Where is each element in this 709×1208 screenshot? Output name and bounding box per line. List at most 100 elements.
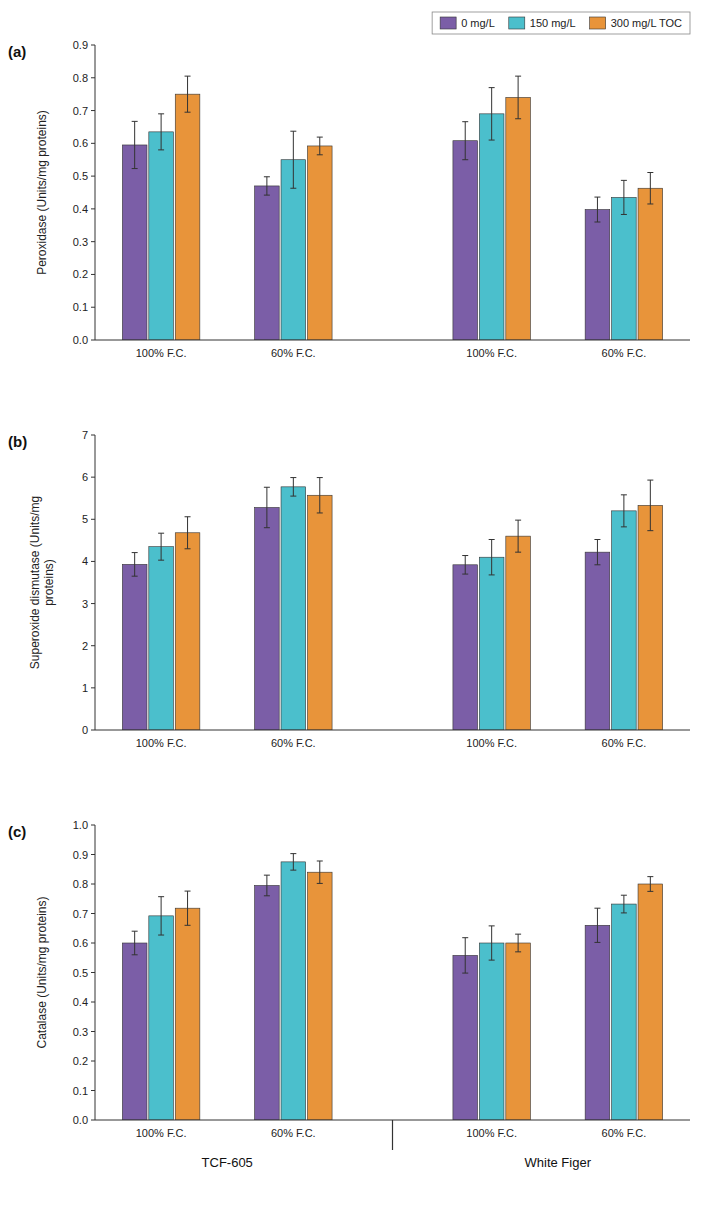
error-bar [158, 897, 164, 935]
error-bar [290, 478, 296, 497]
y-tick [91, 1002, 95, 1003]
x-tick-label: 100% F.C. [466, 1127, 517, 1139]
legend-swatch [509, 17, 525, 29]
x-tick-label: 60% F.C. [602, 737, 647, 749]
y-tick-label: 0.3 [73, 236, 88, 248]
plot-area [122, 854, 662, 1120]
figure: 0.0 0.1 0.2 0.3 0.4 0.5 0.6 0.7 0.8 0.9 100% F.C. 6… [0, 0, 709, 1208]
bar [175, 533, 200, 730]
error-bar [594, 540, 600, 565]
y-tick [91, 943, 95, 944]
y-tick-label: 2 [82, 640, 88, 652]
error-bar [317, 861, 323, 883]
bar [479, 943, 504, 1120]
y-tick-label: 0.5 [73, 170, 88, 182]
x-tick-label: 100% F.C. [466, 737, 517, 749]
legend-label: 300 mg/L TOC [611, 17, 682, 29]
bar [255, 507, 280, 730]
error-bar [264, 875, 270, 896]
error-bar [647, 173, 653, 204]
bar [281, 487, 306, 730]
y-tick-label: 0.1 [73, 1085, 88, 1097]
bar [585, 925, 610, 1120]
y-tick [91, 176, 95, 177]
y-tick [91, 274, 95, 275]
y-tick [91, 307, 95, 308]
y-tick [91, 972, 95, 973]
x-tick-label: 60% F.C. [271, 347, 316, 359]
y-tick [91, 110, 95, 111]
x-axis [95, 340, 690, 341]
y-tick [91, 241, 95, 242]
bar [453, 141, 478, 340]
x-tick-label: 100% F.C. [466, 347, 517, 359]
error-bar [185, 517, 191, 549]
y-tick [91, 1090, 95, 1091]
x-tick-label: 100% F.C. [136, 347, 187, 359]
panel: 01234567100% F.C.60% F.C.100% F.C.60% F.… [8, 429, 690, 749]
error-bar [621, 180, 627, 214]
y-tick [91, 687, 95, 688]
y-tick-label: 0.6 [73, 937, 88, 949]
y-tick-label: 0.0 [73, 1114, 88, 1126]
bar [612, 197, 637, 340]
y-tick [91, 1031, 95, 1032]
y-tick-label: 3 [82, 598, 88, 610]
legend-swatch [440, 17, 456, 29]
x-tick-label: 60% F.C. [602, 1127, 647, 1139]
y-tick-label: 0.2 [73, 268, 88, 280]
error-bar [185, 891, 191, 925]
bar [612, 904, 637, 1120]
y-tick-label: 4 [82, 555, 88, 567]
y-tick-label: 0.7 [73, 908, 88, 920]
error-bar [132, 121, 138, 168]
bar [585, 210, 610, 340]
y-tick-label: 0.9 [73, 849, 88, 861]
bar [453, 955, 478, 1120]
x-tick-label: 100% F.C. [136, 737, 187, 749]
y-tick [91, 77, 95, 78]
error-bar [317, 478, 323, 513]
legend: 0 mg/L150 mg/L300 mg/L TOC [432, 12, 690, 34]
y-axis [95, 45, 96, 340]
error-bar [264, 487, 270, 527]
group-separator [392, 1120, 393, 1150]
group-label: TCF-605 [202, 1155, 253, 1170]
y-tick-label: 0.8 [73, 72, 88, 84]
bar [638, 505, 663, 730]
error-bar [621, 895, 627, 913]
bar [255, 186, 280, 340]
error-bar [132, 553, 138, 577]
bar [479, 557, 504, 730]
error-bar [489, 926, 495, 960]
y-axis [95, 435, 96, 730]
y-tick-label: 0.9 [73, 39, 88, 51]
x-axis [95, 730, 690, 731]
bar [175, 908, 200, 1120]
y-tick-label: 6 [82, 471, 88, 483]
y-tick-label: 0.2 [73, 1055, 88, 1067]
group-label: White Figer [525, 1155, 592, 1170]
bar [638, 188, 663, 340]
y-tick [91, 477, 95, 478]
error-bar [594, 197, 600, 222]
bar [453, 565, 478, 730]
bar [122, 145, 147, 340]
bar [281, 862, 306, 1120]
bar [506, 97, 531, 340]
error-bar [594, 908, 600, 942]
panel: 0.00.10.20.30.40.50.60.70.80.91.0100% F.… [8, 819, 690, 1170]
bar [255, 885, 280, 1120]
y-tick [91, 561, 95, 562]
error-bar [158, 114, 164, 150]
bar [122, 564, 147, 730]
legend-frame [432, 12, 690, 34]
y-tick [91, 884, 95, 885]
y-tick [91, 143, 95, 144]
error-bar [489, 540, 495, 575]
y-tick [91, 1120, 95, 1121]
y-tick-label: 0.4 [73, 996, 88, 1008]
y-tick-label: 0.8 [73, 878, 88, 890]
y-axis-label: Superoxide dismutase (Units/mgproteins) [28, 496, 56, 669]
bar [612, 511, 637, 730]
